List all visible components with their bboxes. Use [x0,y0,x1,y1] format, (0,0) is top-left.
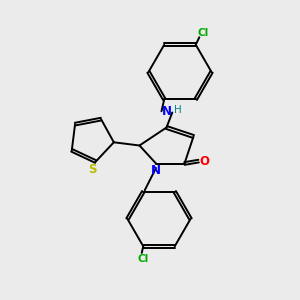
Text: H: H [174,105,182,116]
Text: Cl: Cl [198,28,209,38]
Text: N: N [162,105,172,119]
Text: Cl: Cl [137,254,148,264]
Text: S: S [88,164,96,176]
Text: N: N [150,164,161,178]
Text: O: O [199,154,209,168]
